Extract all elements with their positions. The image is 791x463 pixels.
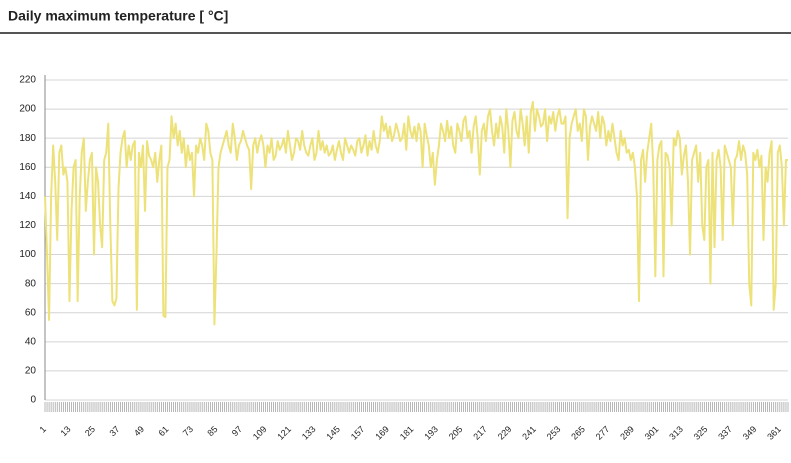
y-tick-label: 120 [19,220,36,231]
chart-title: Daily maximum temperature [ °C] [8,8,228,24]
x-tick-label: 313 [667,424,685,442]
x-tick-label: 265 [569,424,587,442]
y-tick-label: 80 [25,278,37,289]
x-tick-label: 277 [594,424,612,442]
x-tick-label: 37 [107,424,121,438]
x-tick-label: 97 [230,424,244,438]
y-tick-label: 0 [30,395,36,406]
data-line [44,100,788,326]
x-tick-label: 241 [520,424,538,442]
x-tick-label: 301 [643,424,661,442]
y-tick-label: 60 [25,307,37,318]
x-tick-label: 253 [545,424,563,442]
x-tick-label: 1 [37,424,48,435]
x-tick-label: 205 [447,424,465,442]
x-tick-label: 85 [205,424,219,438]
x-tick-label: 229 [496,424,514,442]
x-tick-label: 169 [373,424,391,442]
x-tick-label: 109 [251,424,269,442]
x-tick-label: 145 [324,424,342,442]
x-tick-label: 61 [156,424,170,438]
y-tick-label: 180 [19,133,36,144]
x-tick-label: 325 [692,424,710,442]
x-tick-label: 349 [741,424,759,442]
x-tick-label: 121 [275,424,293,442]
y-tick-label: 200 [19,104,36,115]
x-tick-label: 181 [398,424,416,442]
x-tick-label: 49 [132,424,146,438]
y-tick-label: 160 [19,162,36,173]
y-tick-label: 40 [25,336,37,347]
y-tick-label: 100 [19,249,36,260]
y-tick-label: 220 [19,75,36,86]
x-tick-label: 217 [471,424,489,442]
x-tick-label: 337 [716,424,734,442]
y-tick-label: 20 [25,366,37,377]
x-tick-label: 73 [181,424,195,438]
x-tick-label: 133 [300,424,318,442]
x-tick-label: 361 [765,424,783,442]
y-tick-label: 140 [19,191,36,202]
x-tick-label: 25 [83,424,97,438]
x-tick-label: 289 [618,424,636,442]
x-tick-label: 193 [422,424,440,442]
x-tick-label: 13 [58,424,72,438]
x-tick-label: 157 [349,424,367,442]
